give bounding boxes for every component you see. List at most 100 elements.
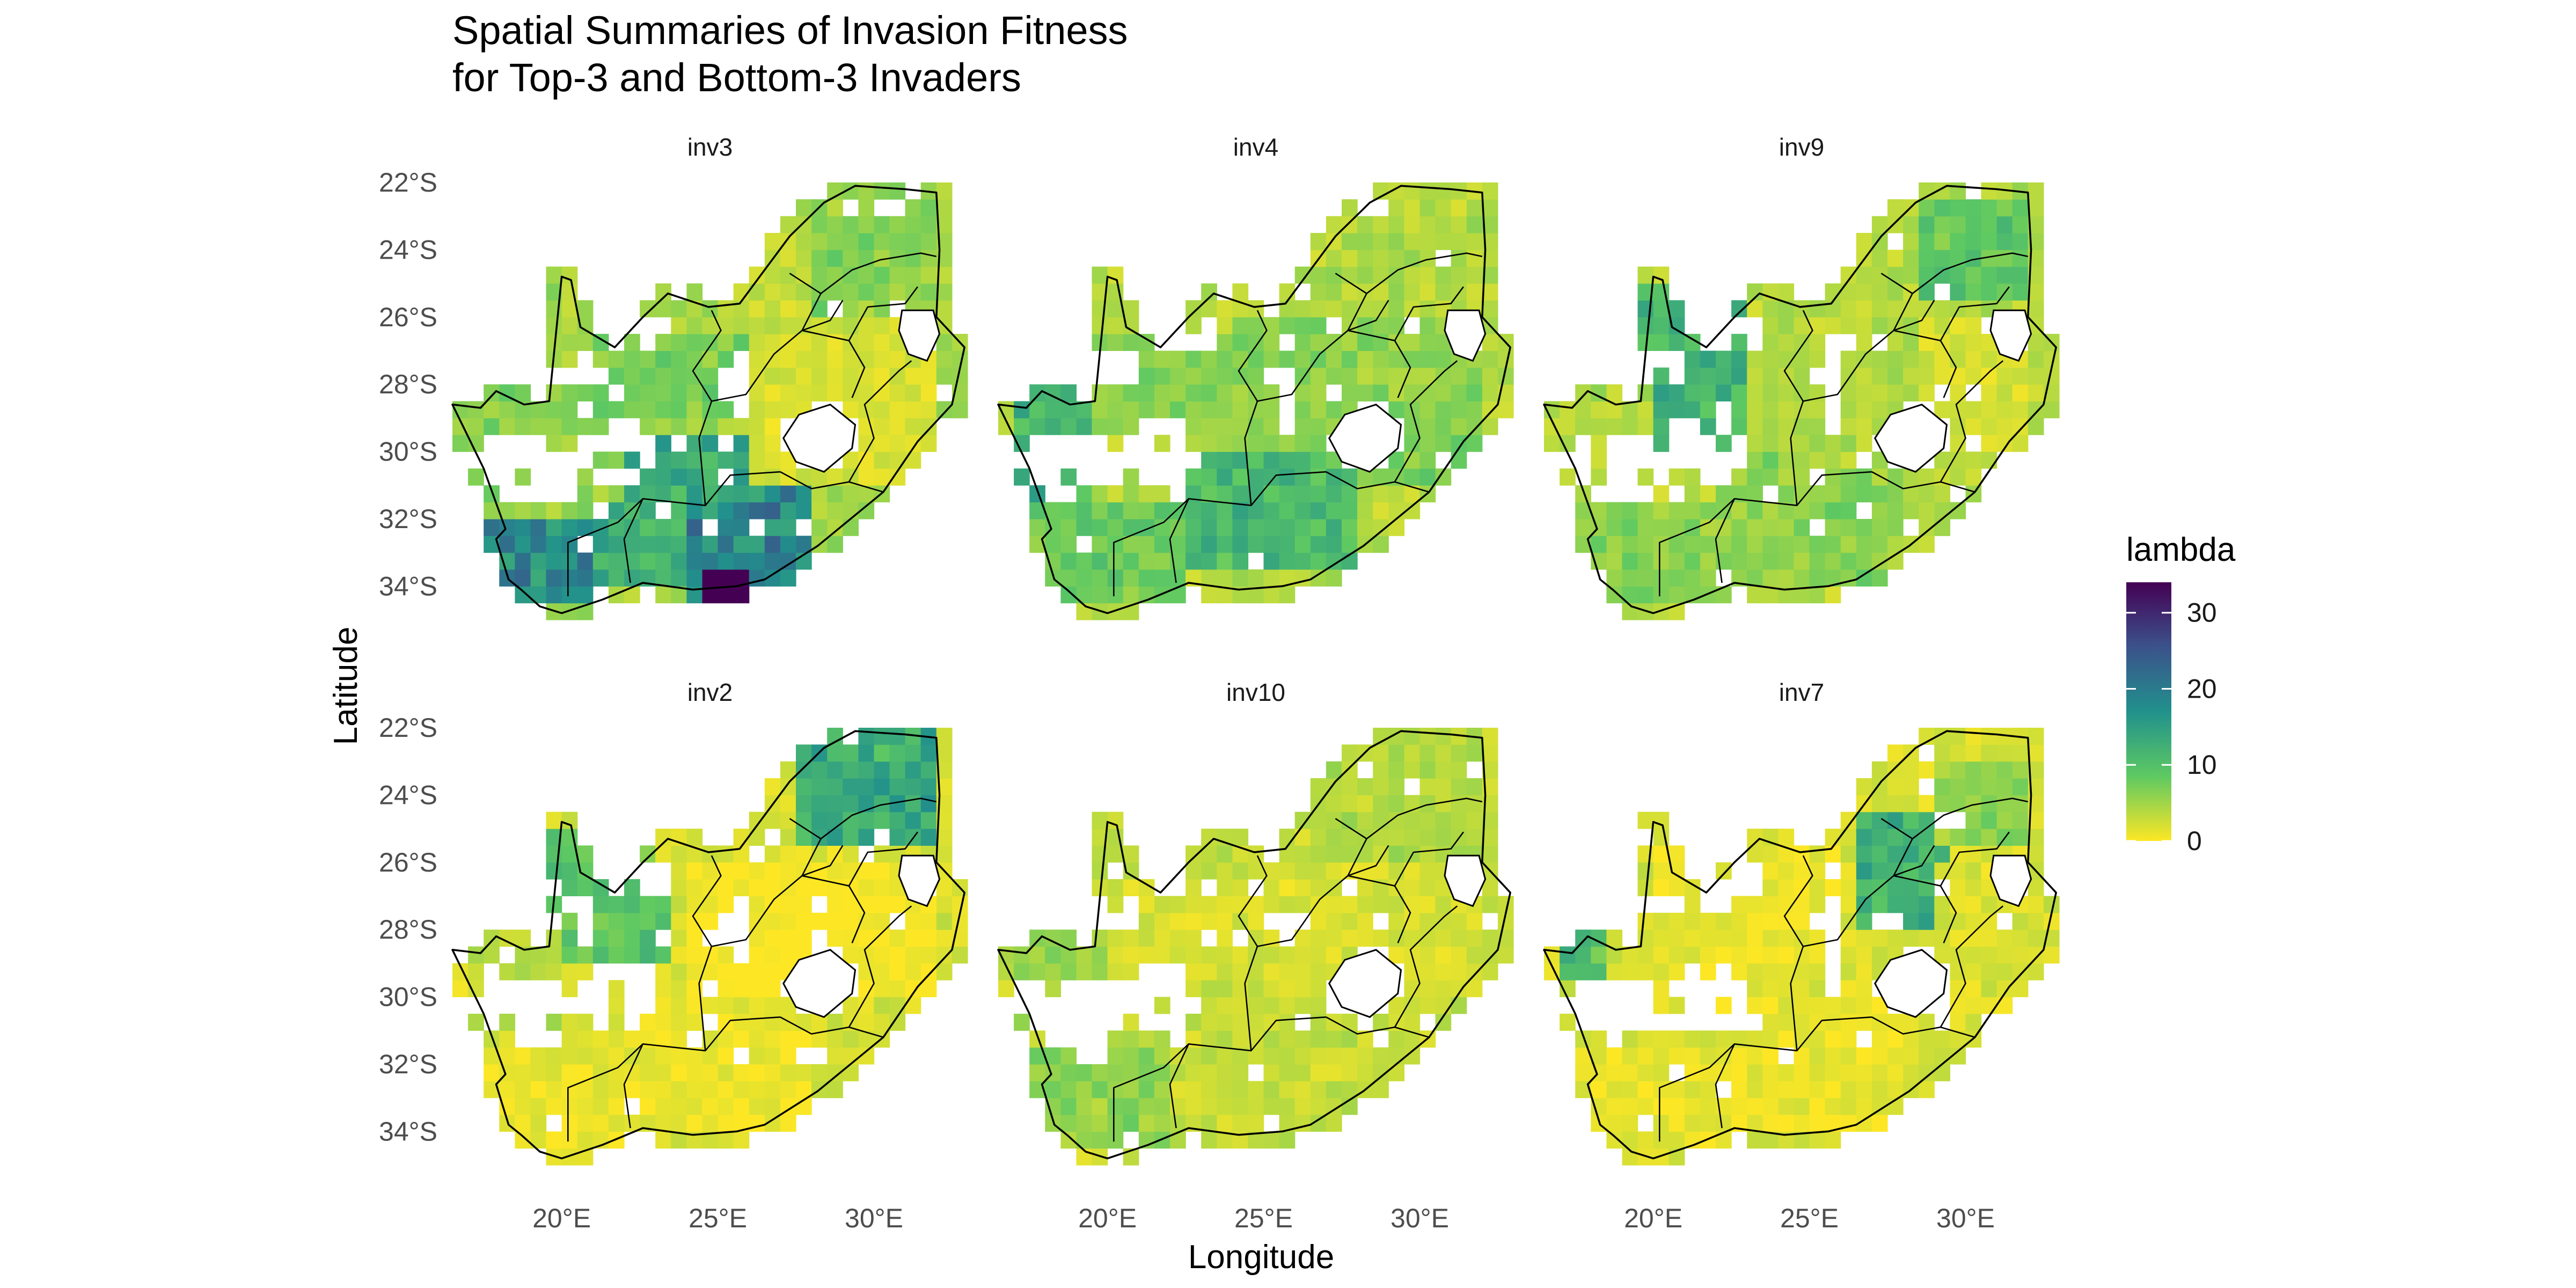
heatmap-cell bbox=[515, 586, 531, 604]
heatmap-cell bbox=[671, 1013, 687, 1031]
heatmap-cell bbox=[780, 569, 796, 587]
heatmap-cell bbox=[1310, 300, 1327, 318]
heatmap-cell bbox=[1310, 862, 1327, 880]
heatmap-cell bbox=[1482, 300, 1498, 318]
heatmap-cell bbox=[1560, 401, 1576, 419]
heatmap-cell bbox=[1185, 1097, 1202, 1115]
heatmap-cell bbox=[1809, 435, 1826, 452]
heatmap-cell bbox=[1934, 912, 1950, 930]
heatmap-cell bbox=[1419, 266, 1436, 284]
heatmap-cell bbox=[764, 1030, 781, 1048]
heatmap-cell bbox=[1419, 811, 1436, 829]
heatmap-cell bbox=[920, 418, 937, 435]
heatmap-cell bbox=[920, 401, 937, 419]
heatmap-cell bbox=[718, 300, 734, 318]
heatmap-cell bbox=[1653, 997, 1670, 1014]
heatmap-cell bbox=[1794, 1115, 1810, 1132]
heatmap-cell bbox=[843, 829, 859, 846]
heatmap-cell bbox=[874, 216, 890, 233]
heatmap-cell bbox=[671, 896, 687, 913]
heatmap-cell bbox=[1762, 1030, 1779, 1048]
heatmap-cell bbox=[1107, 317, 1124, 334]
heatmap-cell bbox=[577, 845, 594, 863]
heatmap-cell bbox=[702, 912, 719, 930]
heatmap-cell bbox=[780, 502, 796, 519]
heatmap-cell bbox=[1092, 963, 1108, 980]
heatmap-cell bbox=[1404, 829, 1421, 846]
panel-title-inv9: inv9 bbox=[1779, 133, 1824, 161]
panel-inv4: inv4 bbox=[997, 133, 1514, 620]
heatmap-cell bbox=[1684, 946, 1701, 964]
heatmap-cell bbox=[1856, 418, 1872, 435]
heatmap-cell bbox=[1840, 401, 1857, 419]
heatmap-cell bbox=[577, 586, 594, 604]
heatmap-cell bbox=[1248, 1115, 1264, 1132]
heatmap-cell bbox=[1232, 1115, 1249, 1132]
heatmap-cell bbox=[1747, 468, 1763, 486]
heatmap-cell bbox=[1731, 1097, 1747, 1115]
heatmap-cell bbox=[1778, 536, 1795, 553]
heatmap-cell bbox=[1684, 502, 1701, 519]
heatmap-cell bbox=[2043, 401, 2060, 419]
heatmap-cell bbox=[1092, 862, 1108, 880]
heatmap-cell bbox=[1653, 1030, 1670, 1048]
heatmap-cell bbox=[1357, 266, 1373, 284]
heatmap-cell bbox=[1310, 401, 1327, 419]
heatmap-cell bbox=[1747, 536, 1763, 553]
heatmap-cell bbox=[1668, 536, 1685, 553]
heatmap-cell bbox=[936, 930, 953, 947]
heatmap-cell bbox=[561, 862, 578, 880]
heatmap-cell bbox=[1747, 1081, 1763, 1099]
heatmap-cell bbox=[1294, 1081, 1311, 1099]
heatmap-cell bbox=[1856, 468, 1872, 486]
heatmap-cell bbox=[1217, 1064, 1233, 1081]
heatmap-cell bbox=[624, 930, 640, 947]
y-tick-label: 34°S bbox=[379, 1116, 437, 1146]
heatmap-cell bbox=[1388, 233, 1404, 250]
heatmap-cell bbox=[671, 451, 687, 469]
province-border bbox=[567, 498, 643, 597]
heatmap-cell bbox=[905, 250, 921, 267]
heatmap-cell bbox=[608, 1013, 625, 1031]
heatmap-cell bbox=[1996, 216, 2013, 233]
heatmap-cell bbox=[1762, 468, 1779, 486]
heatmap-cell bbox=[1217, 1081, 1233, 1099]
heatmap-cell bbox=[1373, 468, 1389, 486]
heatmap-cell bbox=[1919, 862, 1935, 880]
heatmap-cell bbox=[889, 384, 906, 402]
heatmap-cell bbox=[1950, 1030, 1966, 1048]
heatmap-cell bbox=[1060, 1047, 1077, 1065]
heatmap-cell bbox=[2012, 912, 2029, 930]
heatmap-cell bbox=[1185, 879, 1202, 896]
heatmap-cell bbox=[1310, 367, 1327, 385]
heatmap-cell bbox=[561, 502, 578, 519]
heatmap-cell bbox=[515, 930, 531, 947]
heatmap-cell bbox=[1653, 1097, 1670, 1115]
heatmap-cell bbox=[1981, 728, 1997, 745]
heatmap-cell bbox=[1950, 334, 1966, 351]
heatmap-cell bbox=[1451, 266, 1467, 284]
heatmap-cell bbox=[1996, 266, 2013, 284]
heatmap-cell bbox=[796, 1013, 812, 1031]
heatmap-cell bbox=[1404, 334, 1421, 351]
heatmap-cell bbox=[1419, 401, 1436, 419]
heatmap-cell bbox=[749, 1064, 765, 1081]
heatmap-cell bbox=[1373, 744, 1389, 762]
heatmap-cell bbox=[733, 536, 750, 553]
heatmap-cell bbox=[1419, 879, 1436, 896]
heatmap-cell bbox=[577, 569, 594, 587]
heatmap-cell bbox=[889, 997, 906, 1014]
heatmap-cell bbox=[592, 1115, 609, 1132]
heatmap-cell bbox=[889, 435, 906, 452]
heatmap-cell bbox=[1154, 536, 1170, 553]
province-border bbox=[1113, 498, 1189, 597]
heatmap-cell bbox=[1185, 502, 1202, 519]
heatmap-cell bbox=[780, 1064, 796, 1081]
heatmap-cell bbox=[1700, 350, 1716, 368]
heatmap-cell bbox=[764, 963, 781, 980]
heatmap-cell bbox=[764, 946, 781, 964]
heatmap-cell bbox=[546, 518, 562, 536]
heatmap-cell bbox=[1279, 518, 1296, 536]
heatmap-cell bbox=[998, 980, 1014, 998]
